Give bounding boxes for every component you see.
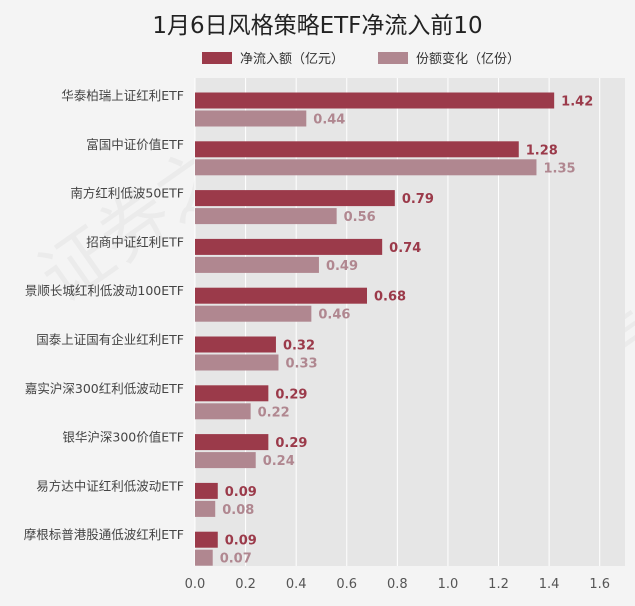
data-label-shares: 0.56	[344, 210, 376, 225]
data-label-inflow: 0.32	[283, 339, 315, 354]
bar-shares	[195, 549, 213, 566]
category-label: 嘉实沪深300红利低波动ETF	[25, 381, 184, 396]
bar-inflow	[195, 385, 269, 402]
bar-shares	[195, 208, 337, 225]
data-label-inflow: 0.79	[402, 192, 434, 207]
x-tick-label: 1.2	[488, 577, 509, 592]
data-label-shares: 0.44	[313, 113, 345, 128]
bar-inflow	[195, 336, 276, 353]
x-tick-label: 0.8	[387, 577, 408, 592]
legend-label-inflow: 净流入额（亿元）	[240, 52, 345, 67]
data-label-inflow: 0.29	[275, 436, 307, 451]
category-label: 富国中证价值ETF	[86, 137, 184, 152]
bar-inflow	[195, 287, 367, 304]
legend: 净流入额（亿元） 份额变化（亿份）	[0, 48, 635, 68]
bar-inflow	[195, 238, 383, 255]
bar-shares	[195, 159, 537, 176]
legend-swatch-inflow	[202, 51, 232, 64]
bar-shares	[195, 403, 251, 420]
category-label: 招商中证红利ETF	[86, 234, 184, 249]
data-label-inflow: 1.42	[561, 95, 593, 110]
bar-shares	[195, 500, 216, 517]
data-label-shares: 0.22	[258, 405, 290, 420]
x-tick-label: 0.6	[336, 577, 357, 592]
x-tick-label: 1.4	[539, 577, 560, 592]
x-tick-label: 0.0	[185, 577, 206, 592]
bar-inflow	[195, 92, 555, 109]
bar-inflow	[195, 531, 218, 548]
bar-shares	[195, 305, 312, 322]
bar-inflow	[195, 482, 218, 499]
bar-inflow	[195, 141, 519, 158]
chart-title: 1月6日风格策略ETF净流入前10	[152, 13, 483, 39]
legend-swatch-shares	[378, 51, 408, 64]
data-label-inflow: 0.74	[389, 241, 421, 256]
bar-shares	[195, 354, 279, 371]
data-label-inflow: 0.09	[225, 485, 257, 500]
data-label-shares: 1.35	[543, 161, 575, 176]
legend-item-shares: 份额变化（亿份）	[378, 48, 520, 67]
category-label: 摩根标普港股通低波红利ETF	[24, 527, 184, 542]
legend-item-inflow: 净流入额（亿元）	[202, 48, 344, 67]
bar-inflow	[195, 190, 395, 207]
data-label-shares: 0.07	[220, 552, 252, 567]
category-label: 华泰柏瑞上证红利ETF	[61, 88, 184, 103]
category-label: 国泰上证国有企业红利ETF	[36, 332, 184, 347]
category-label: 银华沪深300价值ETF	[62, 430, 184, 445]
legend-label-shares: 份额变化（亿份）	[416, 52, 521, 67]
data-label-inflow: 0.68	[374, 290, 406, 305]
data-label-inflow: 0.09	[225, 534, 257, 549]
category-label: 南方红利低波50ETF	[70, 186, 184, 201]
data-label-shares: 0.49	[326, 259, 358, 274]
x-tick-label: 0.2	[235, 577, 256, 592]
x-tick-label: 1.6	[589, 577, 610, 592]
x-tick-label: 1.0	[438, 577, 459, 592]
bar-inflow	[195, 434, 269, 451]
data-label-shares: 0.24	[263, 454, 295, 469]
data-label-shares: 0.08	[222, 503, 254, 518]
bar-shares	[195, 452, 256, 469]
category-label: 易方达中证红利低波动ETF	[36, 478, 184, 493]
data-label-inflow: 1.28	[526, 143, 558, 158]
x-tick-label: 0.4	[286, 577, 307, 592]
data-label-inflow: 0.29	[275, 387, 307, 402]
data-label-shares: 0.46	[318, 308, 350, 323]
bar-shares	[195, 110, 307, 127]
data-label-shares: 0.33	[285, 357, 317, 372]
category-label: 景顺长城红利低波动100ETF	[25, 283, 184, 298]
bar-shares	[195, 256, 319, 273]
